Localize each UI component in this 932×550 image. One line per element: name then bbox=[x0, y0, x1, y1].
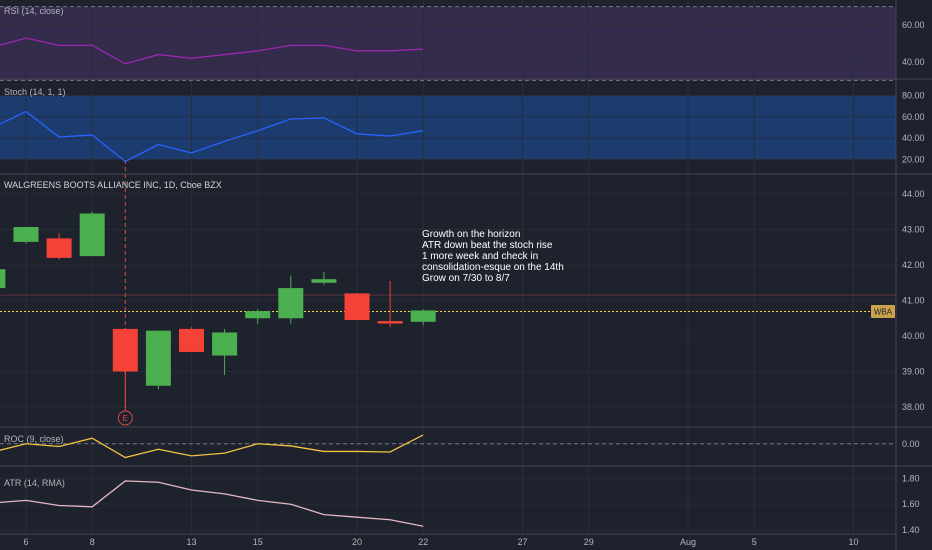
candle-body bbox=[112, 328, 138, 372]
series-line bbox=[0, 37, 424, 65]
earnings-marker bbox=[117, 410, 133, 426]
price-axis-tick-label: 1.60 bbox=[902, 499, 920, 509]
indicator-band bbox=[0, 95, 896, 160]
candle-body bbox=[278, 288, 304, 319]
last-price-tag: WBA bbox=[871, 305, 895, 319]
time-axis: 6 8 13 15 20 22 27 29 Aug 5 10 bbox=[23, 537, 858, 547]
chart-annotation-note: Growth on the horizon ATR down beat the … bbox=[422, 224, 568, 284]
price-axis-tick-label: 60.00 bbox=[902, 112, 925, 122]
price-axis-tick-label: 41.00 bbox=[902, 296, 925, 306]
time-tick-label: 15 bbox=[253, 537, 263, 547]
price-axis-tick-label: 40.00 bbox=[902, 57, 925, 67]
price-axis-tick-label: 80.00 bbox=[902, 91, 925, 101]
candle-body bbox=[344, 293, 370, 321]
candle-body bbox=[311, 279, 337, 283]
price-axis-tick-label: 40.00 bbox=[902, 331, 925, 341]
note-line: ATR down beat the stoch rise bbox=[422, 240, 553, 251]
price-axis-tick-label: 38.00 bbox=[902, 402, 925, 412]
indicator-band bbox=[0, 6, 896, 81]
series-line bbox=[0, 110, 424, 163]
price-axis-tick-label: 0.00 bbox=[902, 439, 920, 449]
note-line: Grow on 7/30 to 8/7 bbox=[422, 273, 510, 284]
roc-pane-label: ROC (9, close) bbox=[4, 434, 64, 444]
candle-body bbox=[377, 321, 403, 324]
candle-body bbox=[13, 227, 39, 242]
note-line: 1 more week and check in bbox=[422, 251, 538, 262]
candle-body bbox=[245, 311, 271, 319]
candle-body bbox=[410, 310, 436, 322]
candle-body bbox=[145, 330, 171, 386]
candle-body bbox=[0, 269, 6, 289]
price-axis-tick-label: 44.00 bbox=[902, 189, 925, 199]
main-chart-title: WALGREENS BOOTS ALLIANCE INC, 1D, Cboe B… bbox=[4, 180, 222, 190]
time-tick-label: 13 bbox=[186, 537, 196, 547]
time-tick-label: 29 bbox=[584, 537, 594, 547]
time-tick-label: 8 bbox=[90, 537, 95, 547]
time-tick-label: 27 bbox=[517, 537, 527, 547]
price-axis-tick-label: 40.00 bbox=[902, 133, 925, 143]
atr-pane-label: ATR (14, RMA) bbox=[4, 478, 65, 488]
time-tick-label: 20 bbox=[352, 537, 362, 547]
time-tick-label: 10 bbox=[848, 537, 858, 547]
stoch-pane-label: Stoch (14, 1, 1) bbox=[4, 87, 66, 97]
series-line bbox=[0, 434, 424, 459]
price-axis: 60.00 40.00 80.00 60.00 40.00 20.00 44.00 43.00… bbox=[902, 20, 925, 535]
price-axis-tick-label: 1.80 bbox=[902, 473, 920, 483]
candle-body bbox=[212, 332, 238, 356]
time-tick-label: 22 bbox=[418, 537, 428, 547]
candle-body bbox=[79, 213, 105, 257]
time-tick-label: Aug bbox=[680, 537, 696, 547]
last-price-tag-box bbox=[871, 305, 895, 319]
candle-body bbox=[179, 328, 204, 352]
price-axis-tick-label: 43.00 bbox=[902, 224, 925, 234]
price-axis-tick-label: 20.00 bbox=[902, 154, 925, 164]
candle-body bbox=[46, 238, 72, 258]
price-axis-tick-label: 1.40 bbox=[902, 525, 920, 535]
last-price-tag-text: WBA bbox=[874, 308, 893, 317]
time-tick-label: 5 bbox=[752, 537, 757, 547]
price-axis-tick-label: 42.00 bbox=[902, 260, 925, 270]
chart-marks: E bbox=[0, 37, 436, 527]
series-line bbox=[0, 480, 424, 527]
earnings-marker-label: E bbox=[123, 414, 128, 423]
note-line: Growth on the horizon bbox=[422, 229, 520, 240]
rsi-pane-label: RSI (14, close) bbox=[4, 6, 64, 16]
indicator-bands bbox=[0, 6, 896, 160]
note-line: consolidation-esque on the 14th bbox=[422, 262, 564, 273]
price-axis-tick-label: 60.00 bbox=[902, 20, 925, 30]
time-tick-label: 6 bbox=[23, 537, 28, 547]
price-axis-tick-label: 39.00 bbox=[902, 367, 925, 377]
